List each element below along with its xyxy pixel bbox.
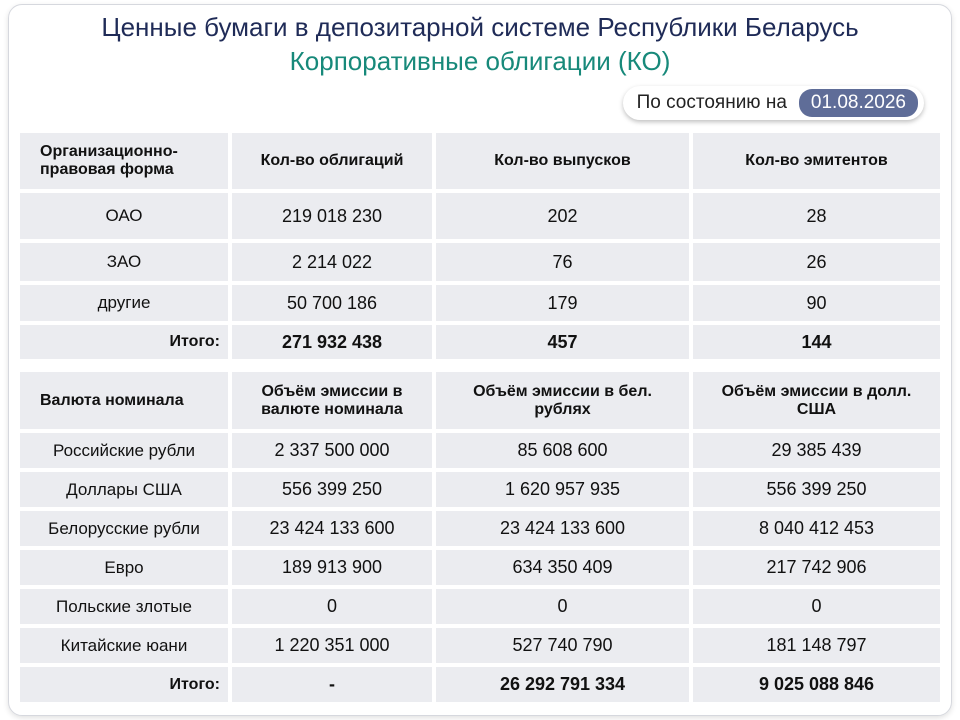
total-cell: Итого: [20,667,228,702]
cell: 76 [436,243,689,281]
subtitle: Корпоративные облигации (КО) [289,46,671,76]
total-cell: 26 292 791 334 [436,667,689,702]
column-header: Объём эмиссии в бел. рублях [436,372,689,429]
cell: 556 399 250 [232,472,432,507]
column-header: Кол-во выпусков [436,133,689,189]
cell: 527 740 790 [436,628,689,663]
cell: 1 620 957 935 [436,472,689,507]
cell: 28 [693,193,940,239]
cell: ЗАО [20,243,228,281]
column-header: Организационно-правовая форма [20,133,228,189]
cell: 0 [693,589,940,624]
cell: 23 424 133 600 [436,511,689,546]
cell: 217 742 906 [693,550,940,585]
cell: 202 [436,193,689,239]
cell: 556 399 250 [693,472,940,507]
cell: 29 385 439 [693,433,940,468]
column-header: Кол-во облигаций [232,133,432,189]
column-header: Валюта номинала [20,372,228,429]
card [8,4,952,716]
cell: 179 [436,285,689,321]
title: Ценные бумаги в депозитарной системе Рес… [101,12,859,42]
column-header: Объём эмиссии в валюте номинала [232,372,432,429]
cell: 8 040 412 453 [693,511,940,546]
cell: 2 337 500 000 [232,433,432,468]
total-cell: 271 932 438 [232,325,432,359]
date-badge: По состоянию на 01.08.2026 [622,86,924,120]
cell: другие [20,285,228,321]
cell: 0 [232,589,432,624]
total-cell: Итого: [20,325,228,359]
total-cell: 144 [693,325,940,359]
cell: 23 424 133 600 [232,511,432,546]
total-cell: 457 [436,325,689,359]
cell: 1 220 351 000 [232,628,432,663]
cell: Российские рубли [20,433,228,468]
cell: Белорусские рубли [20,511,228,546]
cell: ОАО [20,193,228,239]
cell: Китайские юани [20,628,228,663]
cell: 0 [436,589,689,624]
cell: 85 608 600 [436,433,689,468]
cell: Доллары США [20,472,228,507]
date-label: По состоянию на [636,92,787,113]
table: Организационно-правовая форма Кол-во обли… [20,133,940,359]
date: 01.08.2026 [798,89,918,117]
table: Валюта номинала Объём эмиссии в валюте но… [20,372,940,702]
total-cell: - [232,667,432,702]
cell: 181 148 797 [693,628,940,663]
cell: 634 350 409 [436,550,689,585]
cell: 90 [693,285,940,321]
cell: Польские злотые [20,589,228,624]
cell: 26 [693,243,940,281]
cell: Евро [20,550,228,585]
cell: 50 700 186 [232,285,432,321]
cell: 2 214 022 [232,243,432,281]
column-header: Кол-во эмитентов [693,133,940,189]
cell: 189 913 900 [232,550,432,585]
column-header: Объём эмиссии в долл. США [693,372,940,429]
total-cell: 9 025 088 846 [693,667,940,702]
cell: 219 018 230 [232,193,432,239]
